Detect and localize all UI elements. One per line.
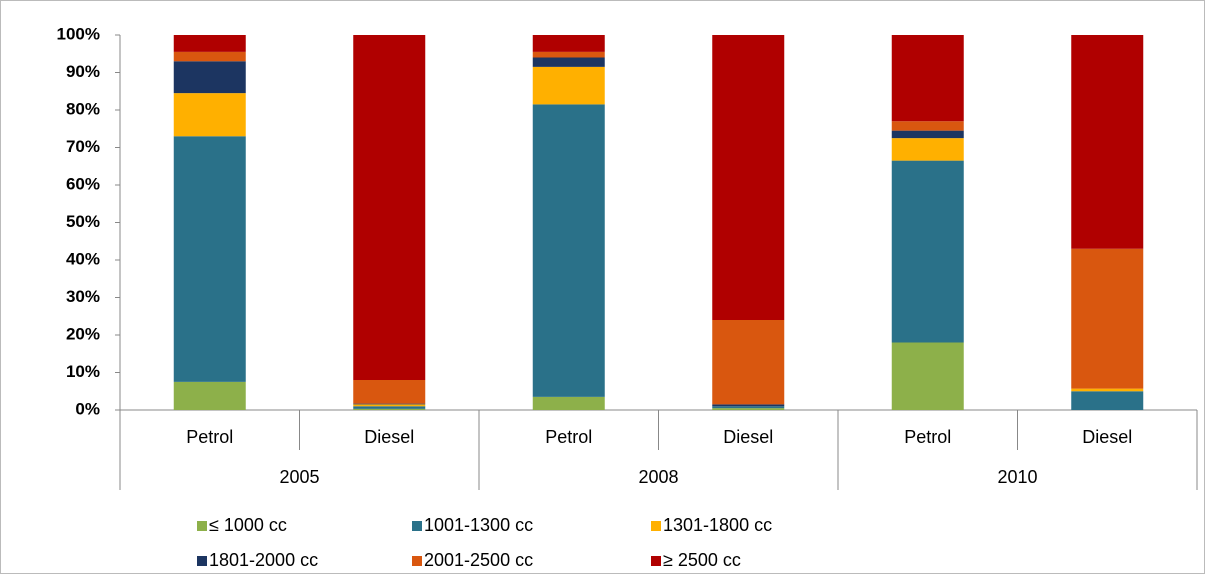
legend-label: 1801-2000 cc (209, 550, 318, 570)
bar-segment (1071, 248, 1144, 389)
bar-segment (173, 381, 246, 410)
legend-swatch (412, 521, 422, 531)
bar-segment (353, 403, 426, 405)
bar-segment (353, 406, 426, 409)
bar-segment (532, 57, 605, 67)
y-tick-label: 0% (75, 399, 100, 418)
bar-segment (173, 136, 246, 382)
x-tick-label: Petrol (904, 427, 951, 447)
bar-segment (173, 61, 246, 94)
y-tick-label: 40% (66, 249, 100, 268)
bar-segment (1071, 391, 1144, 410)
bar-segment (712, 35, 785, 320)
bar-segment (353, 408, 426, 410)
bar-segment (712, 320, 785, 405)
bar-segment (891, 342, 964, 410)
x-tick-label: Diesel (723, 427, 773, 447)
bar-segment (173, 35, 246, 52)
legend-label: 2001-2500 cc (424, 550, 533, 570)
bar-segment (891, 160, 964, 343)
bar-segment (891, 130, 964, 139)
legend-label: ≥ 2500 cc (663, 550, 741, 570)
y-tick-label: 70% (66, 137, 100, 156)
bar-segment (532, 51, 605, 58)
y-tick-label: 20% (66, 324, 100, 343)
bar-segment (532, 396, 605, 410)
bar-segment (891, 121, 964, 131)
bar-segment (891, 35, 964, 122)
bar-segment (712, 408, 785, 410)
legend-swatch (197, 521, 207, 531)
bar-segment (532, 66, 605, 105)
group-label: 2005 (279, 467, 319, 487)
x-tick-label: Diesel (1082, 427, 1132, 447)
x-tick-label: Diesel (364, 427, 414, 447)
bar-segment (891, 138, 964, 161)
y-tick-label: 50% (66, 212, 100, 231)
y-tick-label: 90% (66, 62, 100, 81)
bar-segment (1071, 35, 1144, 249)
bar-segment (353, 380, 426, 404)
x-tick-label: Petrol (545, 427, 592, 447)
legend-label: 1301-1800 cc (663, 515, 772, 535)
y-tick-label: 30% (66, 287, 100, 306)
group-label: 2010 (997, 467, 1037, 487)
legend-label: 1001-1300 cc (424, 515, 533, 535)
bar-segment (532, 35, 605, 52)
bar-segment (173, 93, 246, 137)
group-label: 2008 (638, 467, 678, 487)
y-tick-label: 100% (57, 24, 100, 43)
bar-segment (712, 404, 785, 407)
bar-segment (173, 51, 246, 62)
y-tick-label: 60% (66, 174, 100, 193)
bar-segment (353, 404, 426, 407)
legend-swatch (412, 556, 422, 566)
x-tick-label: Petrol (186, 427, 233, 447)
y-tick-label: 10% (66, 362, 100, 381)
y-tick-label: 80% (66, 99, 100, 118)
bar-segment (712, 406, 785, 409)
legend-swatch (197, 556, 207, 566)
legend-swatch (651, 556, 661, 566)
legend-label: ≤ 1000 cc (209, 515, 287, 535)
bar-segment (1071, 388, 1144, 392)
bar-segment (353, 35, 426, 380)
legend-swatch (651, 521, 661, 531)
bar-segment (532, 104, 605, 397)
